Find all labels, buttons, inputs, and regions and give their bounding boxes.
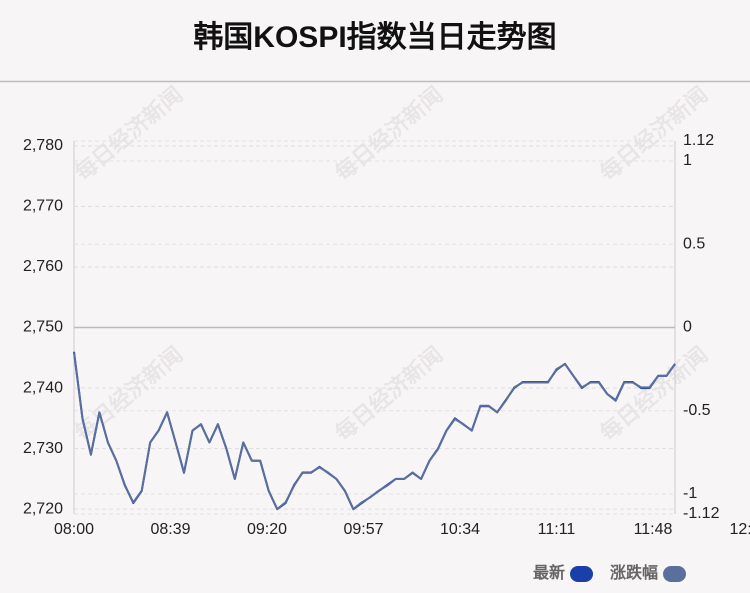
y-tick-label: 2,740 [23,379,63,396]
legend-label: 涨跌幅 [610,563,658,582]
x-tick-label: 09:57 [343,521,383,538]
y2-tick-label: -1 [683,485,697,502]
y-tick-label: 2,760 [23,258,63,275]
chart-title: 韩国KOSPI指数当日走势图 [193,21,556,54]
x-tick-label: 12:25 [729,521,750,538]
y2-tick-label: -0.5 [683,402,711,419]
legend-label: 最新 [533,563,565,582]
y-tick-label: 2,720 [23,500,63,517]
y2-tick-label: 0 [683,319,692,336]
x-tick-label: 09:20 [247,521,287,538]
y2-tick-label: 1 [683,152,692,169]
series-line [73,352,676,510]
y-tick-label: 2,780 [23,137,63,154]
legend-swatch [663,566,687,582]
y2-tick-label: -1.12 [683,505,720,522]
x-tick-label: 08:39 [150,521,190,538]
y-tick-label: 2,730 [23,440,63,457]
x-tick-label: 11:11 [538,521,576,538]
x-tick-label: 08:00 [54,521,94,538]
x-tick-label: 10:34 [440,521,480,538]
y2-tick-label: 0.5 [683,235,705,252]
y-tick-label: 2,750 [23,319,63,336]
y2-tick-label: 1.12 [683,132,714,149]
legend-swatch [570,566,594,582]
y-tick-label: 2,770 [23,198,63,215]
x-tick-label: 11:48 [634,521,673,538]
